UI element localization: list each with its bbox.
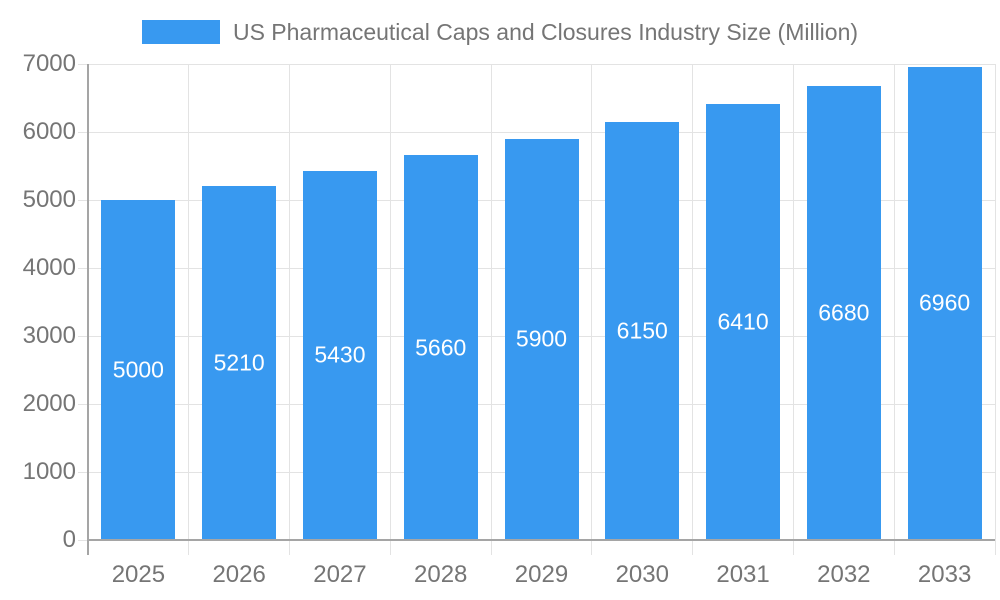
x-axis-label: 2026 <box>212 561 266 588</box>
x-axis-label: 2030 <box>615 561 669 588</box>
bar: 6680 <box>806 85 881 540</box>
bar-value-label: 5430 <box>314 341 366 368</box>
bar: 5210 <box>202 185 277 540</box>
bar-value-label: 6410 <box>717 308 769 335</box>
y-axis-label: 1000 <box>22 458 76 485</box>
bar-value-label: 5210 <box>213 349 265 376</box>
y-tick <box>78 539 88 541</box>
x-gridline <box>188 64 190 555</box>
bar-value-label: 6960 <box>919 289 971 316</box>
y-tick <box>78 403 88 405</box>
x-axis-label: 2025 <box>111 561 166 588</box>
y-axis-label: 7000 <box>22 50 76 77</box>
bar: 5900 <box>504 138 579 540</box>
x-axis-label: 2031 <box>716 561 770 588</box>
x-axis-label: 2028 <box>414 561 468 588</box>
x-axis-label: 2029 <box>514 561 569 588</box>
y-gridline <box>88 63 995 65</box>
x-axis-label: 2033 <box>917 561 972 588</box>
y-axis-label: 4000 <box>22 254 76 281</box>
bar-value-label: 5660 <box>415 334 467 361</box>
x-gridline <box>792 64 794 555</box>
bar: 6150 <box>605 121 680 540</box>
bar-value-label: 6150 <box>616 317 668 344</box>
bar: 6960 <box>907 66 982 540</box>
x-gridline <box>289 64 291 555</box>
x-axis-label: 2027 <box>313 561 367 588</box>
x-gridline <box>994 64 996 555</box>
x-gridline <box>591 64 593 555</box>
legend-label: US Pharmaceutical Caps and Closures Indu… <box>232 19 859 45</box>
legend-swatch <box>141 20 220 44</box>
x-gridline <box>692 64 694 555</box>
x-gridline <box>893 64 895 555</box>
y-axis-label: 0 <box>62 526 76 553</box>
x-gridline <box>490 64 492 555</box>
bar: 5660 <box>403 155 478 540</box>
bar-value-label: 6680 <box>818 299 870 326</box>
bar: 6410 <box>706 104 781 540</box>
x-gridline <box>389 64 391 555</box>
y-gridline <box>88 131 995 133</box>
y-tick <box>78 335 88 337</box>
y-tick <box>78 199 88 201</box>
y-tick <box>78 63 88 65</box>
x-axis-label: 2032 <box>817 561 871 588</box>
y-axis-line <box>87 64 89 555</box>
y-axis-label: 6000 <box>22 118 76 145</box>
bar-value-label: 5000 <box>112 356 164 383</box>
bar: 5430 <box>302 170 377 540</box>
bar-value-label: 5900 <box>515 325 568 352</box>
y-tick <box>78 131 88 133</box>
y-axis-label: 5000 <box>22 186 76 213</box>
bar: 5000 <box>101 200 176 540</box>
chart-legend: US Pharmaceutical Caps and Closures Indu… <box>0 19 1000 45</box>
x-axis-line <box>88 539 995 541</box>
y-axis-label: 3000 <box>22 322 76 349</box>
y-tick <box>78 471 88 473</box>
y-tick <box>78 267 88 269</box>
y-axis-label: 2000 <box>22 390 76 417</box>
